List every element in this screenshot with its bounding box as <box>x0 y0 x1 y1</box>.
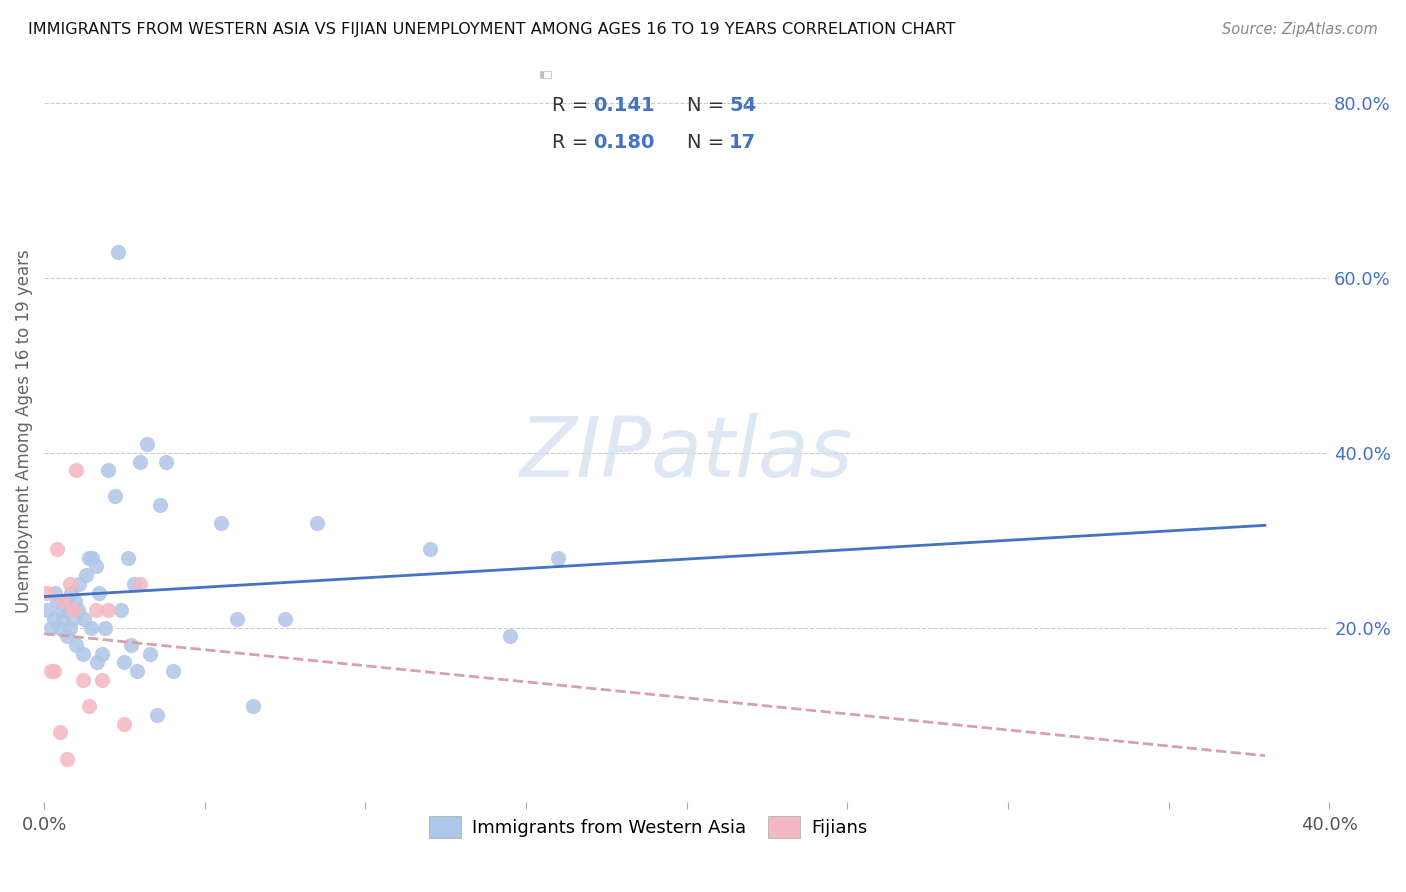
Text: 54: 54 <box>730 96 756 115</box>
Point <box>62 603 84 617</box>
Point <box>42 664 65 678</box>
Point <box>499 629 522 643</box>
Point <box>44 585 66 599</box>
Point <box>91 673 114 687</box>
Point <box>139 647 162 661</box>
Legend: Immigrants from Western Asia, Fijians: Immigrants from Western Asia, Fijians <box>422 809 875 846</box>
Point <box>58 603 80 617</box>
Text: 0.141: 0.141 <box>593 96 655 115</box>
Point <box>162 664 184 678</box>
Point <box>46 541 69 556</box>
Point <box>52 594 75 608</box>
Text: R =: R = <box>551 133 595 153</box>
Point <box>73 612 96 626</box>
Point <box>104 490 127 504</box>
Point <box>307 516 329 530</box>
Point <box>53 594 76 608</box>
Point <box>77 550 100 565</box>
Point <box>135 437 157 451</box>
Point <box>86 656 108 670</box>
Point <box>37 585 59 599</box>
Point <box>129 454 152 468</box>
Text: 17: 17 <box>730 133 756 153</box>
Point <box>63 594 86 608</box>
Point <box>39 664 62 678</box>
Point <box>80 621 103 635</box>
Point <box>145 707 167 722</box>
Point <box>225 612 247 626</box>
Point <box>59 621 82 635</box>
Point <box>72 673 94 687</box>
Point <box>60 585 83 599</box>
Point <box>55 751 77 765</box>
Point <box>274 612 297 626</box>
Point <box>52 612 75 626</box>
Point <box>75 568 97 582</box>
Point <box>117 550 139 565</box>
Point <box>120 638 142 652</box>
Point <box>39 621 62 635</box>
Text: 0.180: 0.180 <box>593 133 654 153</box>
Point <box>49 725 72 739</box>
Point <box>209 516 232 530</box>
Point <box>46 594 69 608</box>
Point <box>42 612 65 626</box>
Point <box>91 647 114 661</box>
Point <box>51 603 73 617</box>
Point <box>114 716 136 731</box>
Point <box>94 621 117 635</box>
Point <box>59 577 82 591</box>
Point <box>419 541 441 556</box>
Point <box>65 638 87 652</box>
Point <box>59 603 82 617</box>
Point <box>82 550 104 565</box>
Point <box>84 559 107 574</box>
Text: ZIPatlas: ZIPatlas <box>520 413 853 493</box>
Point <box>69 577 91 591</box>
Point <box>62 612 84 626</box>
Point <box>37 603 59 617</box>
Text: N =: N = <box>686 133 730 153</box>
Point <box>77 699 100 714</box>
Point <box>242 699 264 714</box>
Point <box>129 577 152 591</box>
Text: Source: ZipAtlas.com: Source: ZipAtlas.com <box>1222 22 1378 37</box>
Point <box>114 656 136 670</box>
Y-axis label: Unemployment Among Ages 16 to 19 years: Unemployment Among Ages 16 to 19 years <box>15 249 32 613</box>
Point <box>55 629 77 643</box>
Point <box>122 577 145 591</box>
Point <box>127 664 149 678</box>
Point <box>97 603 120 617</box>
Point <box>107 244 129 259</box>
Text: R =: R = <box>551 96 595 115</box>
Point <box>66 603 89 617</box>
Text: N =: N = <box>686 96 730 115</box>
Point <box>49 621 72 635</box>
Point <box>87 585 110 599</box>
Text: IMMIGRANTS FROM WESTERN ASIA VS FIJIAN UNEMPLOYMENT AMONG AGES 16 TO 19 YEARS CO: IMMIGRANTS FROM WESTERN ASIA VS FIJIAN U… <box>28 22 956 37</box>
Point <box>72 647 94 661</box>
Point <box>65 463 87 477</box>
Point <box>97 463 120 477</box>
Point <box>155 454 177 468</box>
Point <box>149 498 172 512</box>
Point <box>84 603 107 617</box>
Point <box>547 550 569 565</box>
Point <box>110 603 132 617</box>
